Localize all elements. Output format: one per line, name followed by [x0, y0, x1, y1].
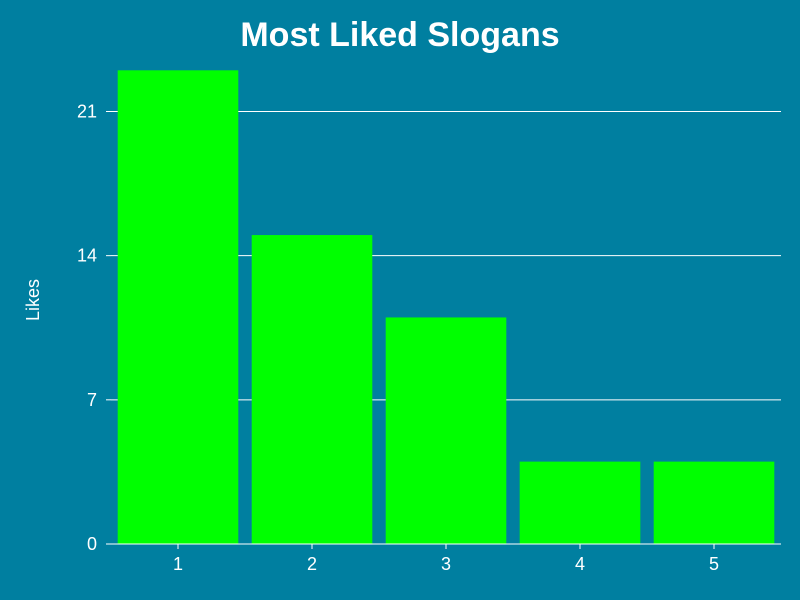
x-tick-label: 1 — [173, 554, 183, 574]
y-tick-labels: 0 7 14 21 — [77, 101, 97, 554]
x-tick-label: 3 — [441, 554, 451, 574]
bar — [653, 461, 775, 544]
x-tick-labels: 1 2 3 4 5 — [173, 554, 719, 574]
chart-title: Most Liked Slogans — [240, 16, 559, 54]
y-tick-label: 14 — [77, 246, 97, 266]
y-tick-label: 21 — [77, 101, 97, 121]
y-tick-label: 0 — [87, 534, 97, 554]
axes — [111, 543, 781, 549]
bars — [117, 70, 775, 544]
x-tick-label: 2 — [307, 554, 317, 574]
y-tick-label: 7 — [87, 390, 97, 410]
bar — [385, 317, 507, 544]
bar — [251, 235, 373, 544]
bar — [519, 461, 641, 544]
x-tick-label: 5 — [709, 554, 719, 574]
y-axis-label: Likes — [23, 279, 43, 321]
x-tick-label: 4 — [575, 554, 585, 574]
bar — [117, 70, 239, 544]
